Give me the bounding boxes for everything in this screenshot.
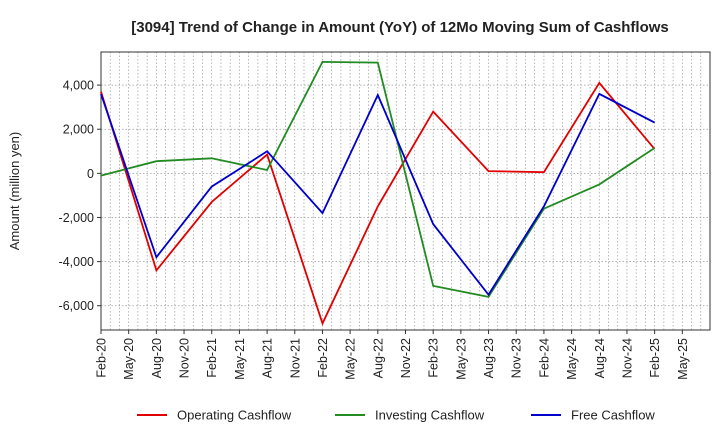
x-tick-label: May-25 bbox=[676, 338, 690, 380]
legend-label: Free Cashflow bbox=[571, 408, 655, 423]
y-tick-label: 0 bbox=[87, 167, 94, 181]
x-tick-label: Feb-22 bbox=[316, 338, 330, 378]
x-tick-label: Aug-23 bbox=[482, 338, 496, 378]
x-tick-label: Aug-22 bbox=[371, 338, 385, 378]
x-tick-label: Aug-21 bbox=[261, 338, 275, 378]
chart-title: [3094] Trend of Change in Amount (YoY) o… bbox=[131, 19, 669, 36]
plot-frame bbox=[100, 51, 711, 331]
x-tick-label: May-24 bbox=[565, 338, 579, 380]
x-axis: Feb-20 May-20 Aug-20 Nov-20 Feb-21 May-21 Aug-… bbox=[95, 330, 690, 380]
y-tick-label: 2,000 bbox=[63, 123, 94, 137]
x-tick-label: Aug-20 bbox=[150, 338, 164, 378]
series-line-free-cashflow bbox=[100, 92, 656, 297]
grid bbox=[101, 52, 710, 330]
x-tick-label: Nov-21 bbox=[288, 338, 302, 378]
y-tick-label: -4,000 bbox=[59, 255, 94, 269]
legend-label: Investing Cashflow bbox=[375, 408, 485, 423]
y-axis-label: Amount (million yen) bbox=[7, 132, 22, 251]
legend-label: Operating Cashflow bbox=[177, 408, 292, 423]
y-tick-label: -6,000 bbox=[59, 299, 94, 313]
series-line-investing-cashflow bbox=[100, 60, 656, 298]
x-tick-label: Feb-24 bbox=[537, 338, 551, 378]
y-axis: -6,000 -4,000 -2,000 0 2,000 4,000 bbox=[59, 79, 101, 313]
legend: Operating Cashflow Investing Cashflow Free… bbox=[137, 408, 655, 423]
x-tick-label: May-21 bbox=[233, 338, 247, 380]
x-tick-label: Nov-22 bbox=[399, 338, 413, 378]
x-tick-label: Feb-23 bbox=[427, 338, 441, 378]
x-tick-label: Feb-21 bbox=[205, 338, 219, 378]
y-tick-label: 4,000 bbox=[63, 79, 94, 93]
x-tick-label: Aug-24 bbox=[593, 338, 607, 378]
x-tick-label: Feb-20 bbox=[95, 338, 109, 378]
x-tick-label: May-23 bbox=[454, 338, 468, 380]
x-tick-label: Nov-23 bbox=[510, 338, 524, 378]
x-tick-label: May-22 bbox=[344, 338, 358, 380]
series-line-operating-cashflow bbox=[100, 81, 656, 326]
y-tick-label: -2,000 bbox=[59, 211, 94, 225]
series-lines bbox=[100, 60, 656, 326]
x-tick-label: May-20 bbox=[122, 338, 136, 380]
x-tick-label: Nov-20 bbox=[178, 338, 192, 378]
x-tick-label: Feb-25 bbox=[648, 338, 662, 378]
x-tick-label: Nov-24 bbox=[620, 338, 634, 378]
